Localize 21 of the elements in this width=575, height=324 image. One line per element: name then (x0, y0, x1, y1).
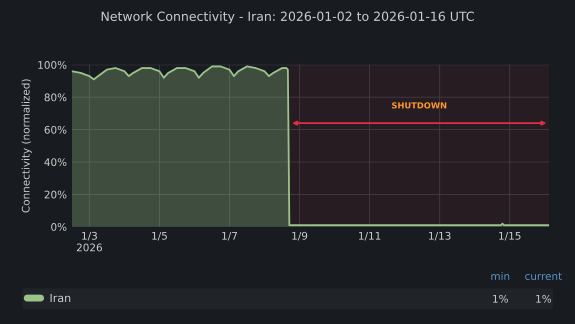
x-tick-label: 1/9 (292, 232, 308, 241)
x-tick-label: 1/13 (429, 232, 451, 241)
text: current (525, 272, 562, 280)
y-tick-label: 20% (44, 190, 66, 199)
x-tick-label: 1/3 2026 (76, 232, 102, 252)
text: min (491, 272, 510, 280)
text: 1% (536, 294, 552, 303)
x-tick-label: 1/11 (359, 232, 380, 241)
y-axis-title: Connectivity (normalized) (22, 79, 32, 213)
text: 1% (493, 294, 508, 303)
y-tick-label: 0% (51, 223, 66, 231)
legend-label: Iran (50, 294, 70, 302)
x-tick-label: 1/7 (222, 232, 237, 241)
x-tick-label: 1/15 (499, 232, 521, 241)
y-tick-label: 100% (38, 61, 66, 69)
y-tick-label: 60% (44, 126, 66, 134)
chart-title: Network Connectivity - Iran: 2026-01-02 to 2026-01-16 UTC (102, 11, 474, 24)
x-tick-label: 1/5 (152, 232, 167, 241)
y-tick-label: 40% (44, 158, 66, 166)
y-tick-label: 80% (44, 93, 66, 102)
band-label: SHUTDOWN (392, 102, 446, 109)
